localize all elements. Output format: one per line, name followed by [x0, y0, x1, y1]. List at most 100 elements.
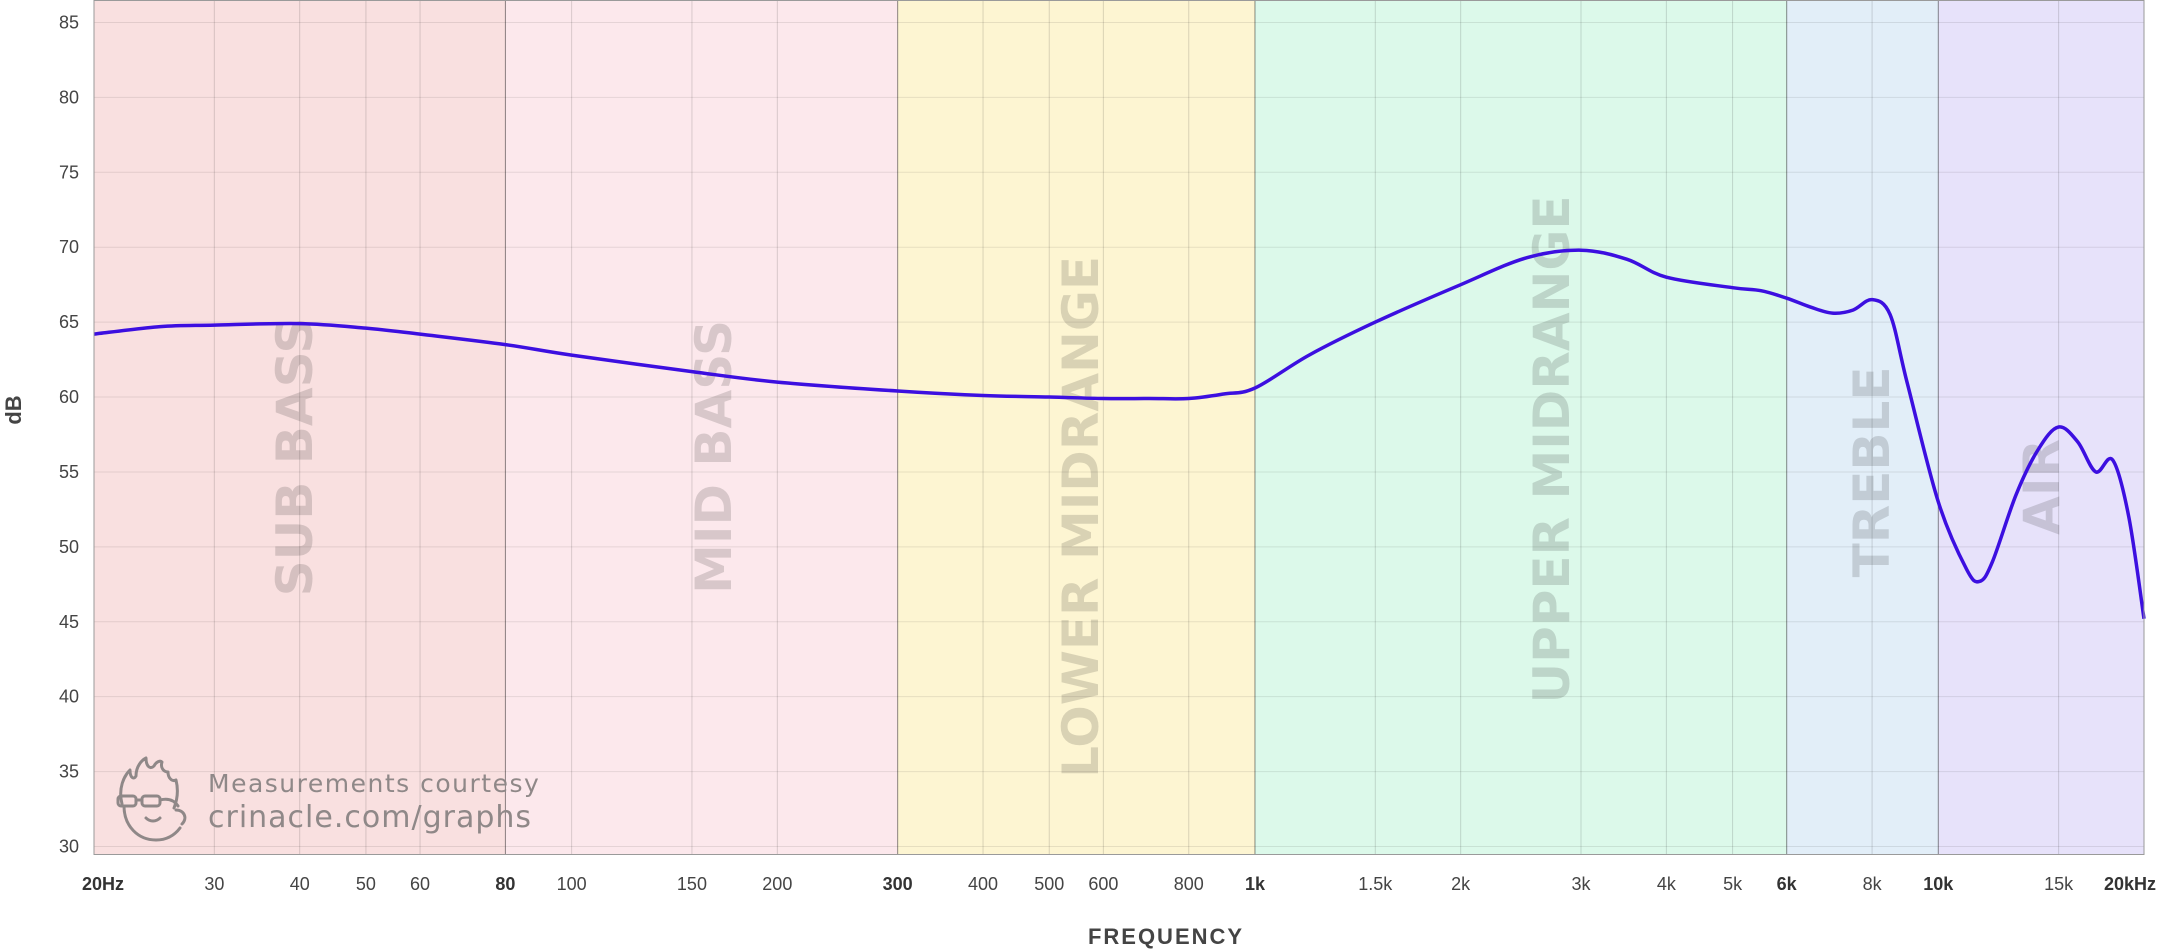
y-tick-label: 65 [59, 312, 79, 332]
crinacle-watermark: Measurements courtesy crinacle.com/graph… [116, 756, 540, 842]
x-tick-label: 20kHz [2104, 874, 2156, 894]
band-labels: SUB BASS MID BASS LOWER MIDRANGE UPPER MIDR… [266, 195, 2071, 777]
band-region-4 [1786, 0, 1939, 854]
x-tick-label: 5k [1723, 874, 1743, 894]
x-axis-title: FREQUENCY [1088, 924, 1244, 949]
data-point [1760, 290, 1762, 292]
data-point [1580, 249, 1582, 251]
x-tick-label: 4k [1657, 874, 1677, 894]
data-point [1526, 257, 1528, 259]
data-point [1992, 561, 1994, 563]
band-label-0: SUB BASS [266, 318, 324, 597]
frequency-response-line-0 [93, 248, 2146, 620]
data-point [1666, 276, 1668, 278]
y-axis-ticks: 30 35 40 45 50 55 60 65 70 75 80 85 [59, 12, 79, 856]
data-point [1871, 299, 1873, 301]
watermark-line-1: Measurements courtesy [208, 769, 540, 798]
y-tick-label: 60 [59, 387, 79, 407]
data-point [1626, 258, 1628, 260]
x-tick-label: 15k [2044, 874, 2074, 894]
data-point [2095, 471, 2097, 473]
y-tick-label: 55 [59, 462, 79, 482]
crinacle-logo-icon [116, 756, 187, 842]
data-point [1852, 309, 1854, 311]
x-tick-label: 3k [1571, 874, 1591, 894]
data-point [1188, 398, 1190, 400]
data-point [159, 326, 161, 328]
data-point [299, 323, 301, 325]
plot-frame [93, 0, 2145, 855]
y-tick-label: 30 [59, 837, 79, 857]
data-point [365, 327, 367, 329]
data-point [1460, 284, 1462, 286]
data-point [1374, 321, 1376, 323]
x-tick-label: 30 [204, 874, 224, 894]
y-tick-label: 50 [59, 537, 79, 557]
data-point [2015, 494, 2017, 496]
band-region-2 [897, 0, 1255, 854]
x-tick-label: 500 [1034, 874, 1064, 894]
x-tick-label: 100 [557, 874, 587, 894]
data-point [1308, 354, 1310, 356]
x-tick-label: 1.5k [1358, 874, 1393, 894]
x-tick-label: 10k [1923, 874, 1954, 894]
data-point [1889, 314, 1891, 316]
data-point [505, 344, 507, 346]
data-point [1906, 381, 1908, 383]
data-point [982, 395, 984, 397]
x-tick-label: 20Hz [82, 874, 124, 894]
data-point [1979, 581, 1981, 583]
data-point [1048, 396, 1050, 398]
band-label-2: LOWER MIDRANGE [1052, 256, 1110, 778]
y-tick-label: 85 [59, 12, 79, 32]
data-point [1786, 297, 1788, 299]
band-label-5: AIR [2013, 439, 2071, 535]
x-axis-ticks: 20Hz 30 40 50 60 80 100 150 200 300 400 500 600 800 1k… [82, 874, 2156, 894]
data-point [214, 324, 216, 326]
data-point [1810, 306, 1812, 308]
x-tick-label: 400 [968, 874, 998, 894]
data-point [1254, 387, 1256, 389]
band-region-0 [94, 0, 506, 854]
data-point [1832, 312, 1834, 314]
series-layer [93, 248, 2146, 620]
x-tick-label: 40 [290, 874, 310, 894]
data-point [1732, 287, 1734, 289]
grid-lines [93, 0, 2145, 854]
x-tick-label: 50 [356, 874, 376, 894]
watermark-line-2: crinacle.com/graphs [208, 800, 532, 835]
band-label-4: TREBLE [1843, 367, 1901, 578]
x-tick-label: 6k [1777, 874, 1798, 894]
data-point [2128, 516, 2130, 518]
y-tick-label: 40 [59, 687, 79, 707]
band-label-3: UPPER MIDRANGE [1523, 195, 1581, 703]
x-tick-label: 2k [1451, 874, 1471, 894]
data-point [2077, 441, 2079, 443]
band-label-1: MID BASS [685, 320, 743, 594]
x-tick-label: 60 [410, 874, 430, 894]
data-point [1148, 398, 1150, 400]
data-point [571, 354, 573, 356]
x-tick-label: 800 [1174, 874, 1204, 894]
data-point [2058, 426, 2060, 428]
data-point [1223, 393, 1225, 395]
y-tick-label: 75 [59, 162, 79, 182]
band-region-5 [1938, 0, 2144, 854]
data-point [2037, 449, 2039, 451]
x-tick-label: 600 [1088, 874, 1118, 894]
band-region-1 [505, 0, 898, 854]
data-point [777, 381, 779, 383]
y-axis-title: dB [1, 395, 26, 424]
x-tick-label: 200 [762, 874, 792, 894]
y-tick-label: 45 [59, 612, 79, 632]
y-tick-label: 70 [59, 237, 79, 257]
data-point [897, 390, 899, 392]
y-tick-label: 35 [59, 762, 79, 782]
x-tick-label: 150 [677, 874, 707, 894]
data-point [1966, 569, 1968, 571]
data-point [1103, 398, 1105, 400]
band-region-3 [1254, 0, 1787, 854]
data-point [1937, 501, 1939, 503]
x-tick-label: 1k [1245, 874, 1266, 894]
